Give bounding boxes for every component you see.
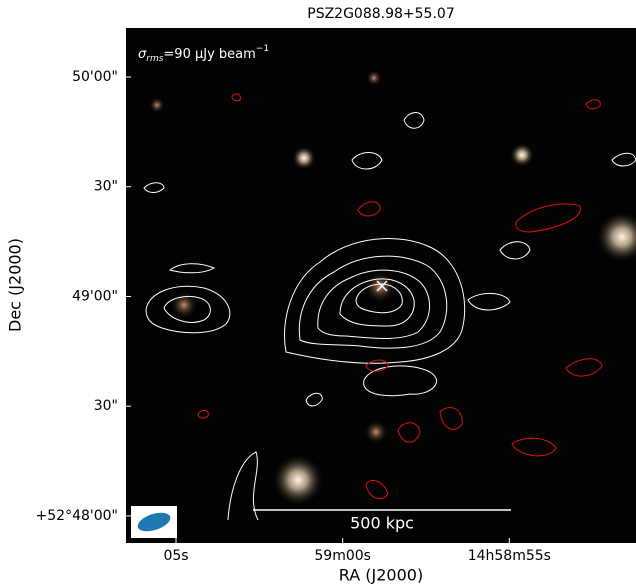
contour (363, 365, 437, 397)
contour (565, 358, 603, 377)
annotation-superscript: −1 (256, 44, 269, 54)
contour (298, 255, 448, 349)
contour (163, 295, 211, 323)
y-axis-label: Dec (J2000) (6, 238, 25, 332)
star (292, 146, 316, 170)
contour (305, 392, 323, 407)
contour (168, 263, 216, 274)
annotation: σrms=90 μJy beam−1 (138, 44, 269, 64)
galaxy (364, 420, 388, 444)
contour (143, 182, 165, 193)
y-tick-label: 30" (94, 398, 118, 414)
contour (403, 112, 425, 129)
contour (351, 152, 383, 170)
contour (365, 479, 389, 500)
contour (611, 152, 636, 167)
galaxy (149, 97, 165, 113)
contour (231, 93, 241, 102)
contour (317, 269, 430, 339)
x-tick-label: 59m00s (314, 548, 371, 564)
contour (515, 203, 581, 233)
scale-bar-label: 500 kpc (350, 514, 414, 533)
star (596, 211, 636, 263)
contour (365, 359, 389, 372)
contour (339, 278, 415, 327)
y-tick-label: 50'00" (72, 69, 118, 85)
contour (439, 407, 463, 430)
contour (511, 437, 557, 457)
y-tick-label: +52°48'00" (36, 508, 118, 524)
image-panel: 500 kpc σrms=90 μJy beam−1 (126, 28, 636, 543)
contour (499, 241, 531, 260)
annotation-text: =90 μJy beam (163, 47, 255, 62)
contour (467, 293, 511, 311)
contour (585, 99, 601, 110)
contour (197, 409, 209, 419)
y-tick-label: 49'00" (72, 288, 118, 304)
contour (284, 238, 466, 364)
annotation-subscript: rms (146, 54, 163, 64)
contour (145, 285, 231, 334)
contour (397, 422, 421, 443)
x-axis-label: RA (J2000) (339, 566, 423, 585)
contour (355, 283, 403, 314)
galaxy (170, 291, 198, 319)
y-tick-label: 30" (94, 179, 118, 195)
x-tick-label: 14h58m55s (468, 548, 551, 564)
contour (227, 451, 259, 521)
contour (357, 201, 381, 217)
beam (137, 512, 171, 532)
star (510, 143, 534, 167)
chart-title: PSZ2G088.98+55.07 (307, 6, 454, 22)
galaxy (366, 70, 382, 86)
annotation-symbol: σ (138, 47, 147, 62)
contours (143, 93, 636, 521)
star (272, 454, 324, 506)
center-marker (376, 280, 388, 292)
x-tick-label: 05s (163, 548, 188, 564)
